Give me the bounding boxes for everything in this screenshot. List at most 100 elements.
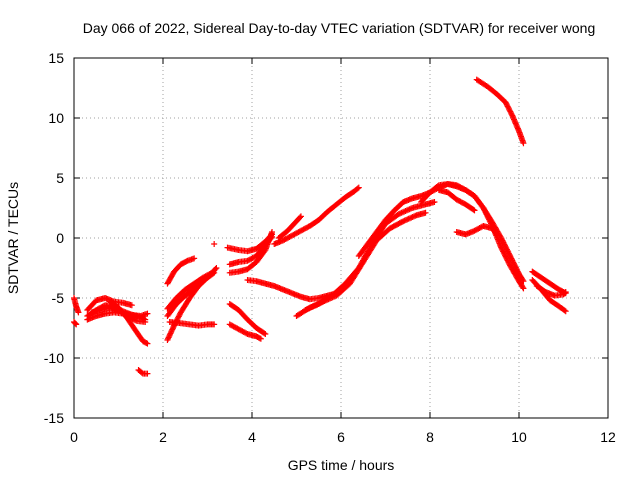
data-point — [168, 329, 175, 336]
data-point — [507, 108, 514, 115]
x-axis-title: GPS time / hours — [288, 457, 395, 473]
x-tick-label: 12 — [600, 429, 616, 445]
y-tick-label: -5 — [52, 290, 65, 306]
series-arc-af — [533, 283, 569, 299]
data-point — [175, 314, 182, 321]
data-point — [493, 231, 500, 238]
data-point — [297, 213, 304, 220]
data-point — [503, 102, 510, 109]
y-tick-label: -10 — [44, 350, 64, 366]
data-point — [166, 331, 173, 338]
data-point — [505, 106, 512, 112]
data-point — [431, 199, 438, 205]
series-arc-s — [226, 229, 276, 276]
data-point — [166, 333, 173, 340]
series-arc-v — [275, 213, 304, 241]
data-point — [132, 317, 139, 324]
data-point — [296, 214, 303, 221]
data-point — [562, 289, 569, 295]
series-arc-i — [164, 255, 198, 287]
x-tick-label: 4 — [248, 429, 256, 445]
data-point — [257, 335, 264, 342]
y-axis-tick-labels: -15 -10 -5 0 5 10 15 — [44, 50, 64, 426]
data-point — [354, 185, 361, 192]
data-point — [506, 107, 513, 114]
data-point — [562, 308, 569, 315]
data-point — [561, 307, 568, 314]
series-arc-g — [106, 298, 151, 347]
data-point — [261, 330, 268, 337]
data-point — [211, 269, 218, 276]
series-arc-z — [418, 181, 527, 285]
chart-title: Day 066 of 2022, Sidereal Day-to-day VTE… — [83, 20, 596, 36]
series-arc-o — [226, 301, 269, 337]
series-arc-p — [226, 321, 264, 342]
grid-lines — [74, 58, 608, 418]
data-point — [470, 206, 477, 213]
y-tick-label: 10 — [48, 110, 64, 126]
series-arc-ac — [473, 76, 527, 147]
data-points — [71, 76, 569, 377]
data-point — [212, 265, 219, 272]
data-point — [144, 310, 151, 317]
data-point — [211, 321, 218, 328]
data-point — [144, 340, 151, 347]
data-point — [165, 334, 172, 341]
data-point — [262, 331, 269, 337]
data-point — [505, 104, 512, 111]
data-point — [508, 111, 515, 118]
data-point — [128, 302, 135, 309]
data-point — [144, 370, 151, 377]
data-point — [504, 103, 511, 110]
data-point — [169, 325, 176, 332]
series-arc-c — [84, 295, 135, 313]
data-point — [164, 337, 171, 343]
data-point — [355, 184, 362, 191]
x-tick-label: 0 — [70, 429, 78, 445]
data-point — [210, 270, 217, 277]
data-point — [471, 207, 478, 214]
data-point — [503, 100, 510, 107]
y-tick-label: 5 — [56, 170, 64, 186]
data-point — [191, 255, 198, 262]
data-point — [561, 289, 568, 296]
data-point — [75, 309, 82, 316]
data-point — [213, 265, 220, 271]
series-arc-a — [71, 295, 82, 316]
y-tick-label: -15 — [44, 410, 64, 426]
data-point — [176, 312, 183, 319]
data-point — [175, 313, 182, 320]
data-point — [519, 284, 526, 291]
x-axis-tick-labels: 0 2 4 6 8 10 12 — [70, 429, 616, 445]
data-point — [73, 321, 80, 328]
x-tick-label: 6 — [337, 429, 345, 445]
data-point — [167, 330, 174, 337]
data-point — [142, 319, 149, 325]
y-tick-label: 0 — [56, 230, 64, 246]
y-axis-title: SDTVAR / TECUs — [5, 182, 21, 294]
data-point — [519, 277, 526, 283]
series-arc-aa — [435, 187, 478, 214]
data-point — [507, 109, 514, 116]
data-point — [520, 285, 527, 292]
data-point — [165, 335, 172, 342]
data-point — [72, 320, 79, 327]
series-arc-n — [211, 241, 218, 247]
series-arc-x — [302, 199, 438, 313]
x-tick-label: 2 — [159, 429, 167, 445]
series-arc-ab — [453, 223, 500, 238]
data-point — [520, 140, 527, 147]
series-arc-u — [271, 184, 362, 247]
data-point — [422, 209, 429, 216]
series-arc-m — [166, 319, 218, 329]
x-tick-label: 8 — [426, 429, 434, 445]
data-point — [269, 229, 276, 235]
data-point — [168, 327, 175, 334]
x-tick-label: 10 — [511, 429, 527, 445]
y-tick-label: 15 — [48, 50, 64, 66]
data-point — [502, 99, 509, 106]
data-point — [211, 241, 218, 247]
plot-frame — [73, 57, 609, 419]
